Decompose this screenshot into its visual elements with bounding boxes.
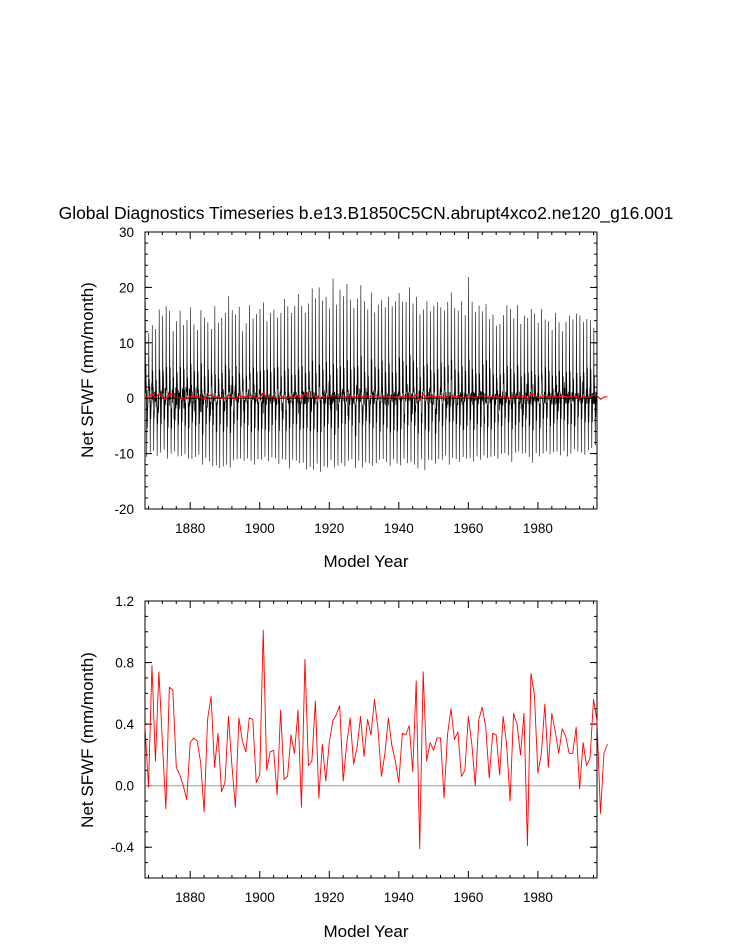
top-annual-mean-line (144, 391, 608, 402)
top-y-axis-label: Net SFWF (mm/month) (78, 282, 97, 458)
bottom-x-axis-label: Model Year (323, 922, 408, 941)
top-x-tick-label: 1920 (314, 521, 344, 536)
bottom-x-tick-label: 1980 (523, 890, 553, 905)
bottom-x-tick-label: 1920 (314, 890, 344, 905)
top-x-tick-label: 1960 (453, 521, 483, 536)
bottom-data-area (144, 629, 608, 850)
top-y-tick-label: -20 (114, 502, 134, 517)
top-data-area (144, 276, 608, 472)
top-y-tick-label: 30 (119, 225, 134, 240)
bottom-x-tick-labels: 1880 1900 1920 1940 1960 1980 (175, 890, 553, 905)
bottom-x-tick-label: 1960 (453, 890, 483, 905)
top-y-tick-label: 10 (119, 336, 134, 351)
top-y-tick-label: 20 (119, 280, 134, 295)
bottom-x-tick-label: 1940 (384, 890, 414, 905)
annual-mean-series-line (144, 629, 608, 850)
bottom-panel: 1880 1900 1920 1940 1960 1980 -0.4 0.0 0.4 0.8 1.… (78, 594, 608, 941)
bottom-y-tick-label: -0.4 (111, 840, 135, 855)
top-x-tick-label: 1880 (175, 521, 205, 536)
top-panel: Global Diagnostics Timeseries b.e13.B185… (59, 203, 674, 571)
top-y-tick-label: -10 (114, 447, 134, 462)
top-x-tick-label: 1980 (523, 521, 553, 536)
top-y-tick-labels: -20 -10 0 10 20 30 (114, 225, 134, 517)
bottom-x-tick-label: 1880 (175, 890, 205, 905)
bottom-y-tick-label: 0.4 (115, 717, 134, 732)
bottom-y-axis-label: Net SFWF (mm/month) (78, 652, 97, 828)
chart-title: Global Diagnostics Timeseries b.e13.B185… (59, 203, 674, 224)
bottom-y-tick-label: 0.0 (115, 779, 134, 794)
top-x-tick-labels: 1880 1900 1920 1940 1960 1980 (175, 521, 553, 536)
top-x-tick-label: 1940 (384, 521, 414, 536)
bottom-y-tick-label: 1.2 (115, 594, 134, 609)
bottom-minor-ticks (145, 600, 597, 879)
top-y-tick-label: 0 (126, 391, 134, 406)
monthly-series-line (144, 276, 598, 472)
top-x-axis-label: Model Year (323, 552, 408, 571)
bottom-y-tick-label: 0.8 (115, 656, 134, 671)
top-x-tick-label: 1900 (245, 521, 275, 536)
bottom-y-tick-labels: -0.4 0.0 0.4 0.8 1.2 (111, 594, 135, 855)
bottom-x-tick-label: 1900 (245, 890, 275, 905)
